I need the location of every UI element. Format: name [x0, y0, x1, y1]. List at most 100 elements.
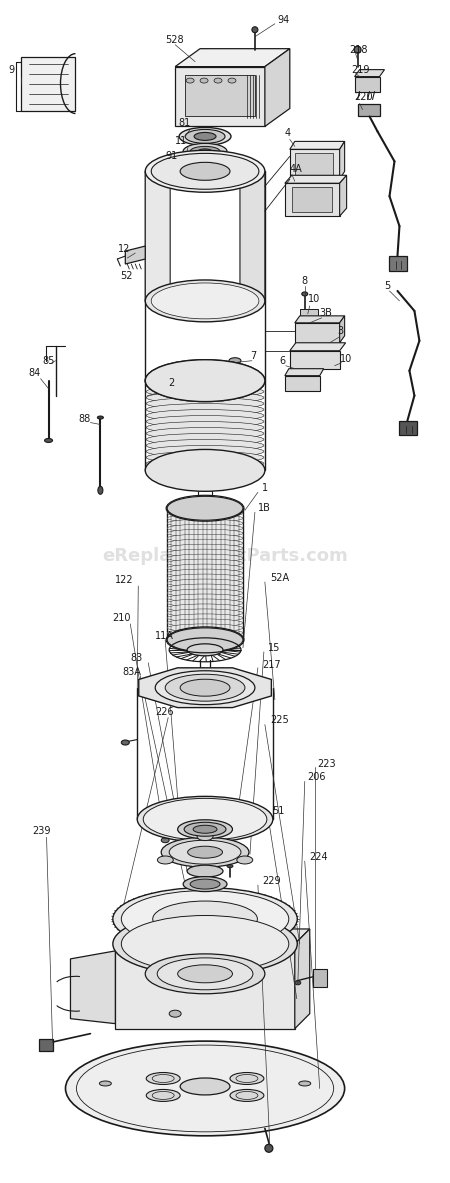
Polygon shape	[115, 944, 295, 1029]
Ellipse shape	[167, 569, 243, 577]
Ellipse shape	[146, 1090, 180, 1101]
Ellipse shape	[187, 644, 223, 655]
Ellipse shape	[146, 446, 264, 458]
Ellipse shape	[180, 162, 230, 180]
Ellipse shape	[230, 1073, 264, 1085]
Polygon shape	[355, 77, 379, 91]
Text: 226: 226	[155, 706, 174, 717]
Ellipse shape	[252, 27, 258, 33]
Ellipse shape	[227, 865, 233, 867]
Text: 10: 10	[340, 354, 352, 363]
Ellipse shape	[151, 154, 259, 189]
Text: 4: 4	[285, 129, 291, 138]
Polygon shape	[240, 156, 265, 300]
Text: 5: 5	[384, 280, 391, 291]
Text: 3B: 3B	[320, 308, 333, 318]
Ellipse shape	[193, 826, 217, 833]
Text: 12: 12	[118, 244, 130, 254]
Ellipse shape	[146, 439, 264, 452]
Polygon shape	[340, 175, 346, 216]
Text: 239: 239	[32, 826, 51, 836]
Ellipse shape	[146, 427, 264, 439]
Polygon shape	[285, 369, 324, 376]
Bar	[292, 187, 332, 212]
Text: 218: 218	[350, 45, 368, 54]
Ellipse shape	[158, 856, 173, 864]
Ellipse shape	[97, 416, 104, 419]
Ellipse shape	[189, 503, 221, 513]
Ellipse shape	[167, 609, 243, 616]
Ellipse shape	[66, 1041, 345, 1136]
Ellipse shape	[179, 128, 231, 146]
Ellipse shape	[153, 901, 257, 937]
Polygon shape	[290, 350, 340, 369]
Ellipse shape	[145, 360, 265, 401]
Text: 11A: 11A	[155, 631, 174, 641]
Polygon shape	[39, 1039, 53, 1051]
Ellipse shape	[190, 879, 220, 890]
Ellipse shape	[183, 143, 227, 160]
Ellipse shape	[237, 856, 253, 864]
Ellipse shape	[146, 421, 264, 433]
Ellipse shape	[146, 403, 264, 415]
Ellipse shape	[188, 846, 222, 858]
Ellipse shape	[194, 132, 216, 141]
Ellipse shape	[146, 415, 264, 427]
Ellipse shape	[167, 589, 243, 597]
Ellipse shape	[137, 796, 273, 842]
Ellipse shape	[167, 515, 243, 522]
Ellipse shape	[197, 833, 213, 841]
Ellipse shape	[122, 741, 129, 745]
Text: 85: 85	[43, 356, 55, 366]
Ellipse shape	[167, 529, 243, 537]
Ellipse shape	[169, 1010, 181, 1017]
Ellipse shape	[155, 671, 255, 705]
Ellipse shape	[145, 280, 265, 322]
Polygon shape	[21, 57, 76, 111]
Ellipse shape	[167, 629, 243, 636]
Polygon shape	[290, 142, 345, 149]
Ellipse shape	[146, 409, 264, 421]
Ellipse shape	[146, 458, 264, 470]
Text: 217: 217	[262, 660, 280, 670]
Ellipse shape	[195, 467, 215, 474]
Ellipse shape	[161, 838, 249, 867]
Text: 1B: 1B	[258, 503, 271, 513]
Ellipse shape	[143, 799, 267, 840]
Polygon shape	[340, 316, 345, 343]
Text: 210: 210	[112, 613, 131, 623]
Polygon shape	[115, 929, 310, 944]
Text: 15: 15	[268, 642, 280, 653]
Ellipse shape	[99, 1081, 111, 1086]
Polygon shape	[295, 929, 310, 1029]
Ellipse shape	[145, 150, 265, 192]
Ellipse shape	[113, 912, 297, 975]
Text: 2: 2	[168, 377, 175, 388]
Ellipse shape	[169, 840, 241, 864]
Ellipse shape	[161, 838, 169, 842]
Ellipse shape	[195, 497, 215, 504]
Ellipse shape	[167, 497, 243, 521]
Ellipse shape	[167, 560, 243, 567]
Bar	[295, 154, 333, 175]
Text: 224: 224	[310, 852, 328, 862]
Ellipse shape	[167, 554, 243, 562]
Ellipse shape	[146, 433, 264, 446]
Text: eReplacementParts.com: eReplacementParts.com	[102, 547, 348, 565]
Polygon shape	[355, 70, 384, 77]
Ellipse shape	[113, 887, 297, 950]
Ellipse shape	[354, 46, 361, 53]
Ellipse shape	[167, 544, 243, 552]
Text: 91: 91	[165, 151, 177, 161]
Text: 223: 223	[318, 759, 336, 769]
Text: 219: 219	[351, 65, 370, 75]
Ellipse shape	[167, 628, 243, 652]
Ellipse shape	[198, 677, 212, 683]
Text: 3: 3	[338, 325, 344, 336]
Ellipse shape	[229, 357, 241, 363]
Ellipse shape	[145, 953, 265, 994]
Ellipse shape	[146, 380, 264, 392]
Text: 225: 225	[270, 715, 288, 725]
Ellipse shape	[184, 822, 226, 836]
Ellipse shape	[146, 392, 264, 403]
